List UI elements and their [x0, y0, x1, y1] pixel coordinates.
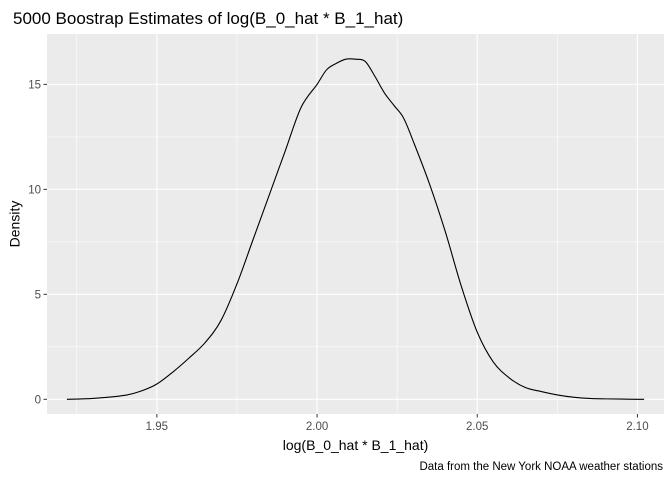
- y-tick-label: 5: [35, 289, 41, 301]
- y-tick-label: 10: [28, 184, 41, 196]
- y-axis-tick-labels: 0 5 10 15: [28, 79, 41, 406]
- y-axis-label: Density: [7, 201, 23, 248]
- x-axis-label: log(B_0_hat * B_1_hat): [283, 437, 429, 453]
- x-axis-tick-labels: 1.95 2.00 2.05 2.10: [146, 421, 649, 433]
- x-tick-label: 2.10: [626, 421, 648, 433]
- plot-panel: [47, 34, 664, 414]
- x-tick-label: 2.00: [306, 421, 328, 433]
- y-tick-label: 0: [35, 394, 41, 406]
- chart-caption: Data from the New York NOAA weather stat…: [419, 461, 663, 473]
- axis-ticks: [43, 83, 638, 418]
- x-tick-label: 2.05: [466, 421, 488, 433]
- chart-title: 5000 Boostrap Estimates of log(B_0_hat *…: [13, 9, 403, 28]
- major-gridlines: [47, 34, 664, 414]
- density-curve: [66, 58, 645, 400]
- y-tick-label: 15: [28, 79, 41, 91]
- x-tick-label: 1.95: [146, 421, 168, 433]
- minor-gridlines: [47, 34, 664, 414]
